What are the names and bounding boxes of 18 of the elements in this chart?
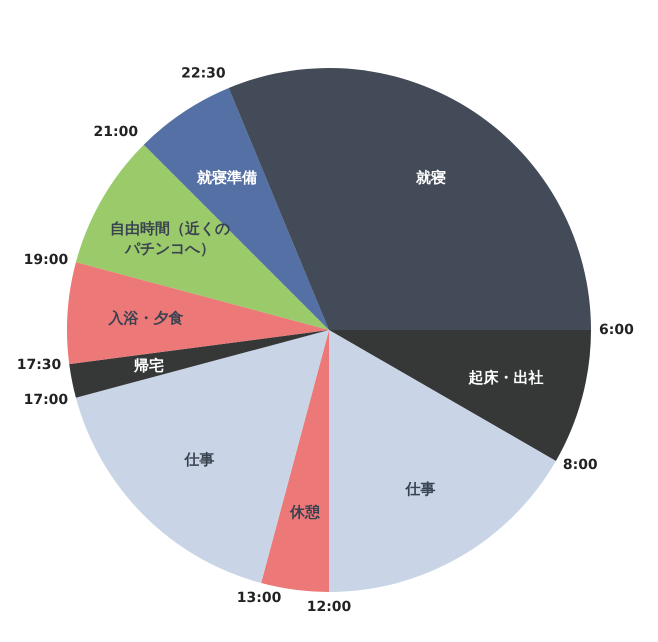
slice-label: 仕事 bbox=[183, 450, 214, 469]
slice-label: 仕事 bbox=[404, 480, 436, 498]
slice-label: 自由時間（近くのパチンコへ） bbox=[110, 219, 230, 258]
text: 21:00 bbox=[94, 124, 138, 140]
text: 12:00 bbox=[306, 599, 352, 615]
slice-label: 休憩 bbox=[289, 502, 322, 521]
slice-label: 帰宅 bbox=[133, 356, 164, 375]
text: 6:00 bbox=[599, 322, 634, 338]
slice-label: 就寝準備 bbox=[196, 168, 258, 187]
text: 19:00 bbox=[24, 252, 68, 268]
slice-label: 起床・出社 bbox=[468, 368, 544, 386]
text: 17:00 bbox=[24, 392, 68, 408]
text: 22:30 bbox=[181, 66, 226, 82]
slice-label: 就寝 bbox=[414, 168, 446, 187]
text: 8:00 bbox=[562, 456, 598, 473]
text: 13:00 bbox=[236, 590, 282, 606]
text: 17:30 bbox=[16, 357, 62, 374]
slice-label: 入浴・夕食 bbox=[107, 308, 184, 327]
